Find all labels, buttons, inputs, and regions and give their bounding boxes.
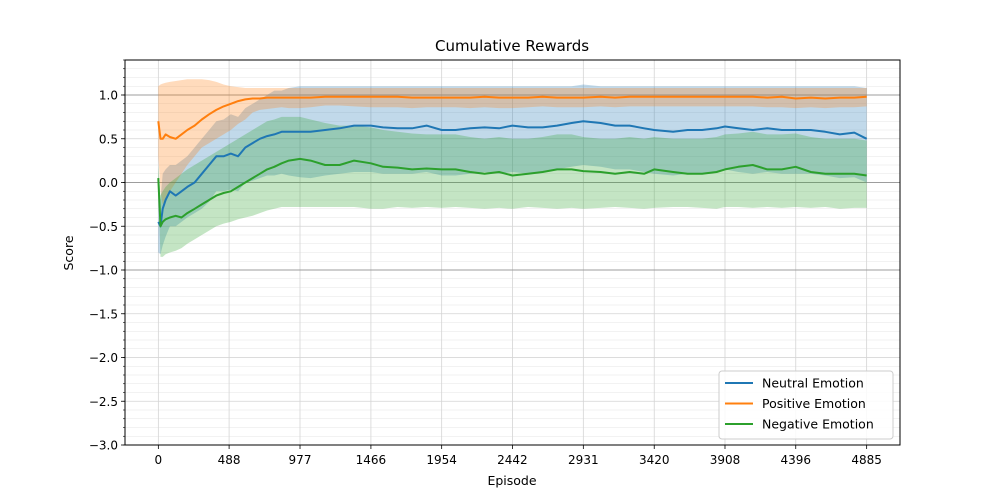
legend: Neutral Emotion Positive Emotion Negative … xyxy=(718,370,894,440)
chart-title: Cumulative Rewards xyxy=(435,37,589,55)
legend-label: Positive Emotion xyxy=(762,396,866,411)
x-axis: 0 488 977 1466 1954 2442 2931 3420 3908 4396 4885 xyxy=(155,445,882,467)
y-tick-label: 0.5 xyxy=(99,132,118,146)
confidence-band-2 xyxy=(158,116,867,257)
y-tick-label: −2.0 xyxy=(89,351,118,365)
x-tick-label: 3420 xyxy=(639,453,670,467)
x-tick-label: 4885 xyxy=(851,453,882,467)
y-tick-label: −1.0 xyxy=(89,264,118,278)
x-tick-label: 2442 xyxy=(497,453,528,467)
x-tick-label: 1954 xyxy=(426,453,457,467)
y-tick-label: 1.0 xyxy=(99,89,118,103)
series-line-2 xyxy=(157,157,867,228)
confidence-bands xyxy=(158,79,867,257)
x-tick-label: 3908 xyxy=(710,453,741,467)
x-tick-label: 2931 xyxy=(568,453,599,467)
series-line-1 xyxy=(157,95,867,140)
y-tick-label: −0.5 xyxy=(89,220,118,234)
y-axis-title: Score xyxy=(61,235,76,270)
x-tick-label: 0 xyxy=(155,453,163,467)
series-lines xyxy=(157,95,868,228)
reference-lines xyxy=(125,94,900,271)
legend-label: Neutral Emotion xyxy=(762,376,864,391)
x-tick-label: 488 xyxy=(218,453,241,467)
x-axis-title: Episode xyxy=(487,473,536,488)
legend-label: Negative Emotion xyxy=(762,417,874,432)
x-tick-label: 977 xyxy=(289,453,312,467)
y-axis: −3.0 −2.5 −2.0 −1.5 −1.0 −0.5 0.0 0.5 1.0 xyxy=(89,59,125,453)
y-tick-label: −1.5 xyxy=(89,307,118,321)
x-tick-label: 1466 xyxy=(356,453,387,467)
y-tick-label: −3.0 xyxy=(89,439,118,453)
confidence-band-1 xyxy=(158,79,867,205)
series-line-0 xyxy=(157,120,868,228)
x-tick-label: 4396 xyxy=(780,453,811,467)
legend-box xyxy=(718,370,894,440)
y-tick-label: 0.0 xyxy=(99,176,118,190)
y-tick-label: −2.5 xyxy=(89,395,118,409)
confidence-band-0 xyxy=(158,84,867,255)
